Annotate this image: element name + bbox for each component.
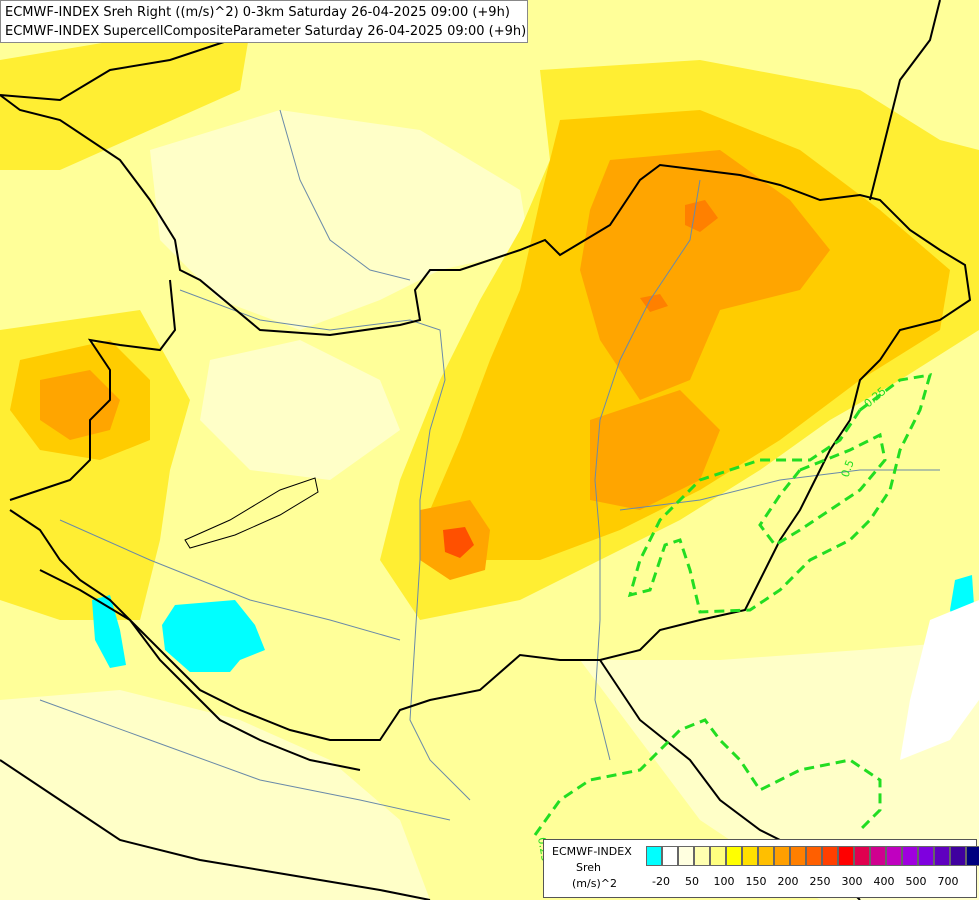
legend-tick-label: 200 xyxy=(777,875,799,888)
legend-title-line-2: Sreh xyxy=(576,861,602,874)
legend-swatch xyxy=(822,846,838,866)
legend-swatch xyxy=(710,846,726,866)
legend-swatch xyxy=(678,846,694,866)
river-north xyxy=(279,109,411,281)
orange-spot-mid xyxy=(640,294,668,312)
cyan-region-small xyxy=(92,595,126,668)
legend-swatch xyxy=(838,846,854,866)
legend-swatch xyxy=(870,846,886,866)
border-czech-slovak xyxy=(0,94,972,741)
river-mures xyxy=(619,469,940,511)
legend-swatch xyxy=(918,846,934,866)
orange-region-center xyxy=(590,390,720,510)
border-west xyxy=(9,279,177,501)
title-line-1: ECMWF-INDEX Sreh Right ((m/s)^2) 0-3km S… xyxy=(5,5,510,20)
legend-title-line-1: ECMWF-INDEX xyxy=(552,845,632,858)
legend-swatch xyxy=(934,846,950,866)
legend-tick-label: 500 xyxy=(905,875,927,888)
pale-region-south xyxy=(580,640,979,900)
legend-swatch xyxy=(902,846,918,866)
orange-region-north xyxy=(580,150,830,400)
lake-balaton xyxy=(184,477,319,549)
pale-region-west xyxy=(200,340,400,480)
border-bosnia xyxy=(0,759,431,900)
color-legend: ECMWF-INDEX Sreh (m/s)^2 -20 50 100 150 200 2… xyxy=(543,839,979,898)
scp-contour-05-east xyxy=(758,432,887,547)
title-line-2: ECMWF-INDEX SupercellCompositeParameter … xyxy=(5,24,527,39)
legend-swatch xyxy=(854,846,870,866)
cyan-region-lake xyxy=(162,600,265,672)
border-east xyxy=(869,0,941,201)
legend-tick-label: 50 xyxy=(685,875,699,888)
river-danube xyxy=(179,289,471,801)
legend-swatch xyxy=(646,846,662,866)
legend-tick-label: 400 xyxy=(873,875,895,888)
border-croatia xyxy=(39,569,361,771)
yellow-region-west xyxy=(0,30,250,170)
legend-tick-label: 700 xyxy=(937,875,959,888)
legend-swatches xyxy=(646,846,979,866)
legend-swatch xyxy=(886,846,902,866)
legend-ticks: -20 50 100 150 200 250 300 400 500 700 xyxy=(644,875,974,889)
pale-region-north xyxy=(150,110,530,330)
red-hotspot xyxy=(443,527,474,558)
contour-label-05: 0.5 xyxy=(839,458,857,479)
scp-contour-025-south xyxy=(533,718,882,836)
river-sava xyxy=(39,699,451,821)
legend-tick-label: -20 xyxy=(652,875,670,888)
orange-region-west xyxy=(40,370,120,440)
legend-tick-label: 300 xyxy=(841,875,863,888)
legend-swatch xyxy=(950,846,966,866)
legend-swatch xyxy=(758,846,774,866)
legend-swatch xyxy=(774,846,790,866)
legend-title-line-3: (m/s)^2 xyxy=(572,877,617,890)
legend-swatch xyxy=(966,846,979,866)
pale-region-southwest xyxy=(0,690,430,900)
legend-swatch xyxy=(694,846,710,866)
white-region-east xyxy=(900,600,979,760)
river-drava xyxy=(59,519,401,641)
legend-tick-label: 150 xyxy=(745,875,767,888)
legend-swatch xyxy=(662,846,678,866)
legend-tick-label: 250 xyxy=(809,875,831,888)
legend-swatch xyxy=(790,846,806,866)
legend-tick-label: 100 xyxy=(713,875,735,888)
legend-swatch xyxy=(806,846,822,866)
legend-swatch xyxy=(726,846,742,866)
legend-swatch xyxy=(742,846,758,866)
map-title-box: ECMWF-INDEX Sreh Right ((m/s)^2) 0-3km S… xyxy=(0,0,528,43)
orange-spot-north xyxy=(685,200,718,232)
